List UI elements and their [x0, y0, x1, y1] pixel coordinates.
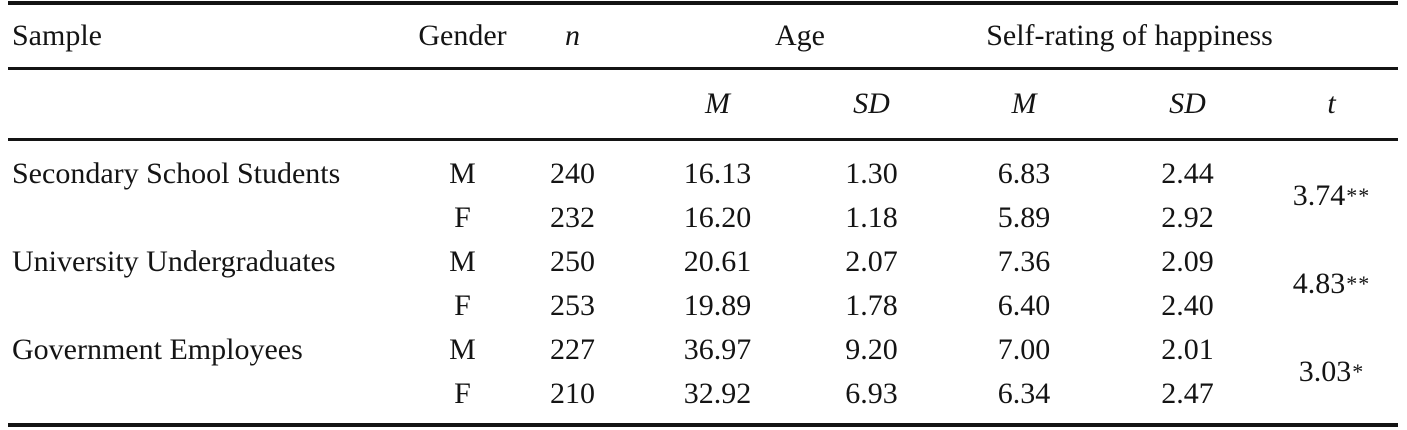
column-header-happiness-m: M: [1011, 87, 1037, 120]
cell-age-m: 36.97: [683, 333, 752, 366]
cell-age-m: 19.89: [683, 289, 752, 322]
column-header-age: Age: [775, 19, 825, 52]
cell-n: 232: [550, 201, 595, 234]
cell-n: 253: [550, 289, 595, 322]
group-label: Government Employees: [12, 333, 303, 366]
t-value: 4.83: [1292, 267, 1346, 300]
table-top-rule: [8, 1, 1398, 5]
header-divider-rule: [8, 67, 1398, 70]
cell-gender: M: [449, 333, 476, 366]
cell-age-m: 16.20: [683, 201, 752, 234]
cell-n: 210: [550, 377, 595, 410]
cell-happiness-sd: 2.09: [1161, 245, 1214, 278]
column-header-n: n: [565, 19, 580, 52]
group-label: Secondary School Students: [12, 157, 341, 190]
cell-age-sd: 2.07: [845, 245, 898, 278]
cell-age-m: 32.92: [683, 377, 752, 410]
cell-age-sd: 6.93: [845, 377, 898, 410]
subheader-divider-rule: [8, 138, 1398, 141]
significance-marker: **: [1346, 271, 1371, 296]
cell-gender: F: [454, 377, 471, 410]
column-header-age-m: M: [705, 87, 730, 120]
cell-happiness-m: 6.83: [997, 157, 1051, 190]
cell-t-value: 3.74 **: [1265, 152, 1398, 240]
t-value: 3.74: [1292, 179, 1346, 212]
cell-age-sd: 1.78: [845, 289, 898, 322]
group-label: University Undergraduates: [12, 245, 336, 278]
cell-gender: M: [449, 157, 476, 190]
cell-happiness-sd: 2.01: [1161, 333, 1214, 366]
cell-happiness-m: 5.89: [997, 201, 1051, 234]
cell-happiness-m: 6.40: [997, 289, 1051, 322]
table-body: Secondary School Students M 240 16.13 1.…: [8, 141, 1398, 423]
cell-age-sd: 1.30: [845, 157, 898, 190]
cell-t-value: 4.83 **: [1265, 240, 1398, 328]
column-header-gender: Gender: [418, 19, 507, 52]
cell-age-sd: 1.18: [845, 201, 898, 234]
column-header-sample: Sample: [12, 19, 102, 52]
cell-happiness-m: 6.34: [997, 377, 1051, 410]
cell-n: 250: [550, 245, 595, 278]
cell-gender: F: [454, 201, 471, 234]
significance-marker: *: [1352, 359, 1365, 384]
column-header-t: t: [1327, 87, 1336, 120]
table-header-row-1: Sample Gender n Age Self-rating of happi…: [8, 5, 1398, 67]
cell-gender: F: [454, 289, 471, 322]
cell-n: 227: [550, 333, 595, 366]
cell-happiness-m: 7.36: [997, 245, 1051, 278]
column-header-age-sd: SD: [853, 87, 890, 120]
significance-marker: **: [1346, 183, 1371, 208]
column-header-happiness: Self-rating of happiness: [986, 19, 1273, 52]
cell-gender: M: [449, 245, 476, 278]
cell-happiness-sd: 2.40: [1161, 289, 1214, 322]
cell-t-value: 3.03 *: [1265, 328, 1398, 416]
cell-n: 240: [550, 157, 595, 190]
cell-age-m: 20.61: [683, 245, 752, 278]
cell-happiness-sd: 2.47: [1161, 377, 1214, 410]
cell-age-sd: 9.20: [845, 333, 898, 366]
cell-happiness-sd: 2.92: [1161, 201, 1214, 234]
table-bottom-rule: [8, 423, 1398, 427]
column-header-happiness-sd: SD: [1169, 87, 1206, 120]
cell-age-m: 16.13: [683, 157, 752, 190]
table-header-row-2: M SD M SD t: [8, 70, 1398, 138]
t-value: 3.03: [1298, 355, 1352, 388]
cell-happiness-m: 7.00: [997, 333, 1051, 366]
cell-happiness-sd: 2.44: [1161, 157, 1214, 190]
